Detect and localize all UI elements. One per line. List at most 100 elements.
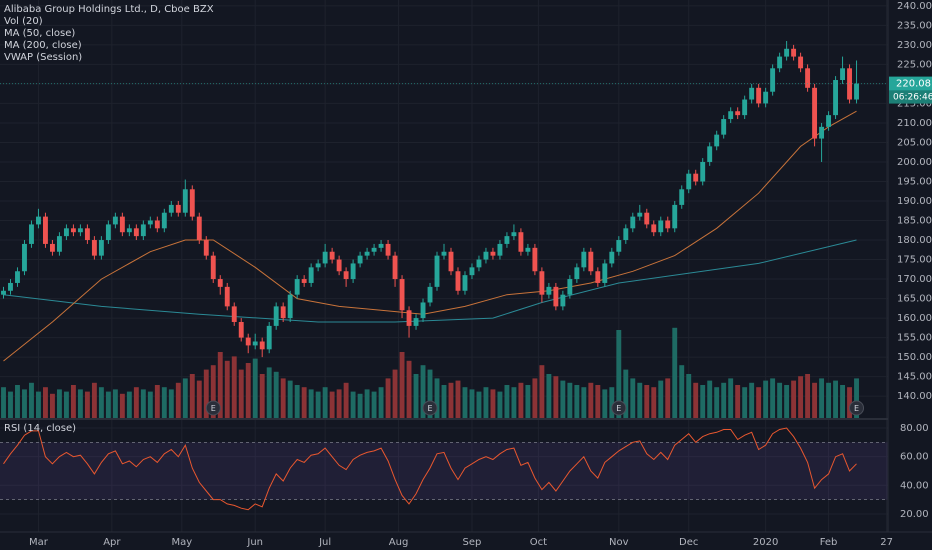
x-tick-label: Jun — [246, 537, 263, 548]
y-tick-label: 210.00 — [897, 118, 932, 129]
rsi-legend: RSI (14, close) — [4, 423, 76, 434]
volume-bar — [560, 380, 566, 418]
candle-body — [22, 243, 27, 272]
candle-body — [735, 111, 741, 116]
candle-body — [791, 48, 797, 57]
volume-bar — [742, 387, 748, 418]
y-tick-label: 150.00 — [897, 352, 932, 363]
candle-body — [693, 173, 699, 182]
volume-bar — [56, 389, 62, 418]
volume-bar — [350, 391, 356, 418]
candle-body — [133, 228, 139, 237]
candle-body — [574, 267, 580, 280]
candles — [1, 40, 859, 358]
candle-body — [532, 247, 538, 272]
y-tick-label: 175.00 — [897, 255, 932, 266]
volume-bar — [210, 365, 216, 418]
candle-body — [434, 255, 440, 287]
volume-bar — [714, 387, 720, 418]
volume-bar — [630, 378, 636, 418]
candle-body — [518, 232, 524, 252]
volume-bar — [413, 374, 419, 418]
volume-bar — [658, 380, 664, 418]
y-tick-label: 240.00 — [897, 1, 932, 12]
volume-bar — [364, 389, 370, 418]
candle-body — [70, 228, 76, 233]
candle-body — [483, 251, 489, 260]
volume-bar — [637, 382, 643, 418]
volume-bar — [154, 385, 160, 418]
volume-bar — [623, 369, 629, 418]
y-tick-label: 200.00 — [897, 157, 932, 168]
candle-body — [210, 255, 216, 280]
volume-bar — [175, 382, 181, 418]
chart-title: Alibaba Group Holdings Ltd., D, Cboe BZX — [4, 4, 214, 15]
candle-body — [371, 247, 377, 252]
y-tick-label: 140.00 — [897, 391, 932, 402]
volume-bar — [826, 382, 832, 418]
volume-bar — [357, 393, 363, 418]
volume-bar — [406, 360, 412, 418]
volume-bar — [98, 387, 104, 418]
volume-bar — [525, 385, 531, 418]
volume-bar — [679, 365, 685, 418]
candle-body — [350, 263, 356, 280]
volume-bar — [8, 391, 13, 418]
candle-body — [784, 48, 790, 57]
volume-bar — [672, 327, 678, 418]
y-tick-label: 155.00 — [897, 333, 932, 344]
volume-bar — [728, 378, 734, 418]
volume-bar — [378, 387, 384, 418]
volume-bar — [91, 382, 97, 418]
candle-body — [1, 290, 6, 295]
volume-bar — [371, 391, 377, 418]
candle-body — [567, 279, 573, 295]
candle-body — [217, 279, 223, 287]
candle-body — [448, 251, 454, 272]
y-tick-label: 195.00 — [897, 176, 932, 187]
candle-body — [315, 263, 321, 268]
volume-bar — [504, 385, 510, 418]
y-tick-label: 180.00 — [897, 235, 932, 246]
volume-bar — [651, 387, 657, 418]
y-tick-label: 215.00 — [897, 98, 932, 109]
volume-bar — [770, 378, 776, 418]
candle-body — [15, 271, 20, 283]
candle-body — [721, 119, 727, 135]
candle-body — [287, 294, 293, 319]
candle-body — [602, 263, 608, 283]
volume-bar — [280, 378, 286, 418]
candle-body — [224, 286, 230, 307]
volume-bar — [574, 385, 580, 418]
candle-body — [651, 224, 657, 233]
candle-body — [672, 204, 678, 229]
volume-bar — [427, 369, 433, 418]
candle-body — [364, 251, 370, 256]
candle-body — [455, 271, 461, 291]
x-tick-label: Nov — [609, 537, 629, 548]
candle-body — [763, 91, 769, 104]
volume-bar — [840, 385, 845, 418]
volume-bar — [420, 365, 426, 418]
volume-bar — [238, 369, 244, 418]
volume-bar — [756, 387, 762, 418]
candle-body — [490, 251, 496, 256]
volume-bar — [36, 391, 41, 418]
candle-body — [553, 286, 559, 307]
earnings-marker — [611, 400, 627, 416]
volume-bar — [161, 387, 167, 418]
volume-bar — [119, 393, 125, 418]
volume-bar — [287, 380, 293, 418]
candle-body — [8, 282, 13, 291]
volume-bar — [434, 378, 440, 418]
candle-body — [623, 228, 629, 241]
candle-body — [805, 68, 811, 88]
candle-body — [756, 87, 762, 104]
candle-body — [637, 212, 643, 217]
volume-bar — [462, 387, 468, 418]
candle-body — [665, 220, 671, 229]
candle-body — [119, 216, 125, 233]
candle-body — [308, 267, 314, 283]
volume-bar — [763, 380, 769, 418]
